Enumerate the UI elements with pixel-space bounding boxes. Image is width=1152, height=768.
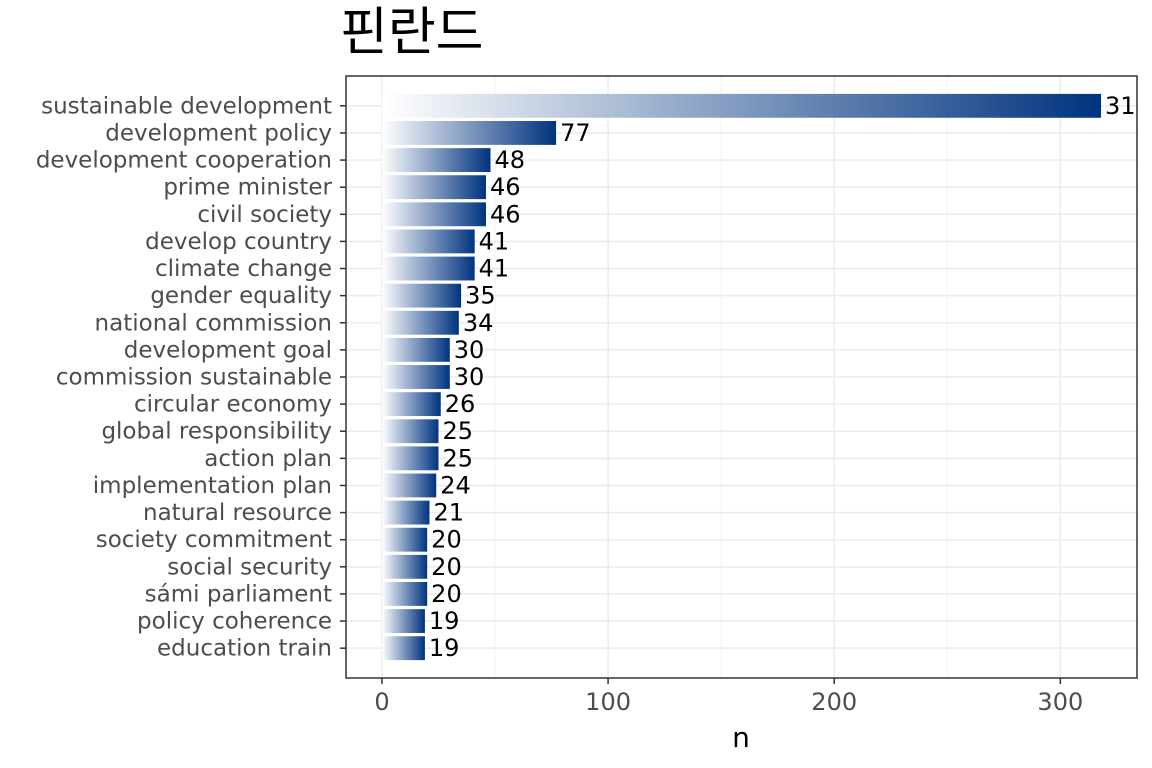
y-tick-label: gender equality xyxy=(150,283,332,309)
value-label: 25 xyxy=(442,417,473,445)
y-tick-label: social security xyxy=(167,554,332,580)
bar xyxy=(381,256,475,281)
bar xyxy=(381,446,439,471)
y-tick-label: education train xyxy=(157,636,332,662)
value-label: 46 xyxy=(490,200,521,228)
chart-title: 핀란드 xyxy=(340,3,484,63)
bar xyxy=(381,636,425,661)
bar xyxy=(381,310,459,335)
bar xyxy=(381,392,441,417)
bar xyxy=(381,148,491,172)
bar xyxy=(381,121,557,145)
y-tick-label: society commitment xyxy=(96,527,332,553)
bar xyxy=(381,419,439,444)
y-tick-label: sustainable development xyxy=(41,93,332,119)
bar xyxy=(381,473,437,498)
y-tick-label: climate change xyxy=(155,256,332,282)
y-tick-label: policy coherence xyxy=(137,609,332,635)
y-tick-label: commission sustainable xyxy=(56,365,332,391)
y-tick-label: develop country xyxy=(145,229,332,255)
value-label: 21 xyxy=(433,499,464,527)
y-tick-label: development policy xyxy=(105,120,332,146)
y-tick-label: prime minister xyxy=(163,175,332,201)
bar xyxy=(381,283,462,308)
bar xyxy=(381,93,1102,118)
value-label: 20 xyxy=(431,580,462,608)
x-tick-label: 300 xyxy=(1037,688,1083,716)
bar xyxy=(381,365,450,389)
x-tick-label: 100 xyxy=(585,688,631,716)
value-label: 24 xyxy=(440,471,471,499)
value-label: 26 xyxy=(445,390,476,418)
y-tick-label: sámi parliament xyxy=(145,581,332,607)
bar xyxy=(381,527,428,552)
bar xyxy=(381,202,486,227)
y-tick-label: development cooperation xyxy=(36,148,332,174)
value-label: 19 xyxy=(429,634,460,662)
y-tick-label: action plan xyxy=(204,446,332,472)
value-label: 35 xyxy=(465,282,496,310)
x-tick-label: 0 xyxy=(374,688,389,716)
bar xyxy=(381,175,486,200)
bar xyxy=(381,337,450,362)
value-label: 77 xyxy=(560,119,591,147)
bar xyxy=(381,500,430,525)
value-label: 41 xyxy=(479,227,510,255)
y-tick-label: development goal xyxy=(124,337,332,363)
value-label: 30 xyxy=(454,363,485,391)
value-label: 25 xyxy=(442,444,473,472)
y-tick-label: natural resource xyxy=(143,500,332,526)
value-label: 41 xyxy=(479,255,510,283)
bar xyxy=(381,554,428,579)
bar xyxy=(381,229,475,254)
x-axis-title: n xyxy=(732,721,750,754)
bar xyxy=(381,582,428,606)
x-tick-label: 200 xyxy=(811,688,857,716)
bars: 3187748464641413534303026252524212020201… xyxy=(381,92,1151,662)
y-tick-label: global responsibility xyxy=(101,419,332,445)
y-tick-label: civil society xyxy=(197,202,332,228)
value-label: 34 xyxy=(463,309,494,337)
y-tick-label: national commission xyxy=(95,310,332,336)
value-label: 30 xyxy=(454,336,485,364)
value-label: 48 xyxy=(494,146,525,174)
value-label: 318 xyxy=(1105,92,1151,120)
y-tick-label: circular economy xyxy=(134,392,332,418)
bar xyxy=(381,609,425,633)
value-label: 46 xyxy=(490,173,521,201)
value-label: 20 xyxy=(431,553,462,581)
y-tick-label: implementation plan xyxy=(93,473,332,499)
value-label: 20 xyxy=(431,526,462,554)
value-label: 19 xyxy=(429,607,460,635)
